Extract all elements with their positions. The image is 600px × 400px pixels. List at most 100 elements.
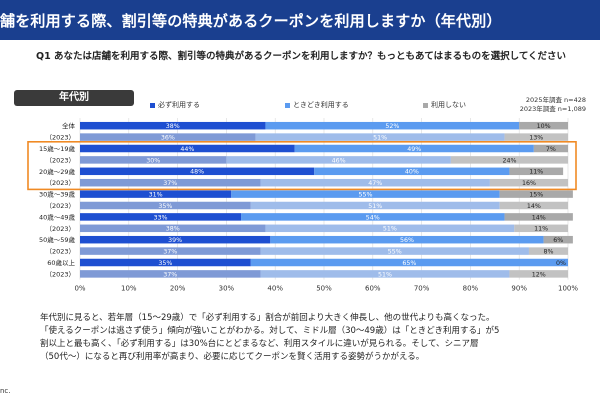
bar-segment <box>509 167 564 176</box>
bar-segment <box>260 247 529 255</box>
category-label: （2023） <box>45 225 75 233</box>
bar-segment <box>499 201 568 210</box>
category-label: 60歳以上 <box>47 258 75 267</box>
bar-segment <box>250 258 569 267</box>
bar-segment <box>241 213 505 221</box>
data-label: 56% <box>400 237 414 244</box>
data-label: 35% <box>158 203 172 210</box>
data-label: 10% <box>537 123 551 130</box>
category-label: 40歳～49歳 <box>39 212 76 221</box>
bar-segment <box>504 213 573 221</box>
bar-segment <box>80 224 266 233</box>
category-label: （2023） <box>45 202 75 210</box>
data-label: 40% <box>405 169 419 176</box>
x-tick-label: 90% <box>511 285 527 293</box>
header-bar: 舗を利用する際、割引等の特典があるクーポンを利用しますか（年代別） <box>0 0 600 40</box>
bar-segment <box>504 133 568 141</box>
legend-item-always: 必ず利用する <box>150 100 200 110</box>
bar-segment <box>80 133 256 141</box>
data-label: 55% <box>388 249 402 256</box>
bar-segment <box>80 144 295 153</box>
bar-segment <box>489 178 568 187</box>
data-label: 51% <box>368 203 382 210</box>
legend-swatch-always <box>150 102 155 108</box>
bar-segment <box>514 224 568 233</box>
bar-segment <box>294 144 534 153</box>
data-label: 24% <box>502 157 516 164</box>
x-tick-label: 10% <box>121 285 137 293</box>
bar-segment <box>528 247 568 255</box>
sample-size-2025: 2025年調査 n=428 <box>525 96 586 104</box>
category-label: （2023） <box>45 134 75 142</box>
summary-line-1: 年代別に見ると、若年層（15～29歳）で「必ず利用する」割合が前回より大きく伸長… <box>40 313 495 323</box>
bar-segment <box>265 121 520 130</box>
bar-segment <box>80 167 315 176</box>
bar-segment <box>260 270 510 278</box>
category-label: （2023） <box>45 248 75 256</box>
data-label: 44% <box>180 146 194 153</box>
x-tick-label: 80% <box>463 285 479 293</box>
data-label: 65% <box>402 260 416 267</box>
category-label: 20歳～29歳 <box>39 167 76 176</box>
stacked-bar-chart: 0% 10% 20% 30% 40% 50% 60% 70% 80% 90% 100% 全体 38% 52… <box>27 118 578 293</box>
data-label: 49% <box>407 146 421 153</box>
question-text: Q1 あなたは店舗を利用する際、割引等の特典があるクーポンを利用しますか？もっと… <box>36 51 567 62</box>
highlight-box <box>27 141 577 191</box>
bar-segment <box>499 190 573 198</box>
category-label: 全体 <box>62 121 76 130</box>
category-label: 30歳～39歳 <box>39 190 76 199</box>
legend-swatch-never <box>423 102 428 108</box>
data-label: 36% <box>161 135 175 142</box>
bar-segment <box>314 167 510 176</box>
data-label: 0% <box>556 260 566 267</box>
bar-segment <box>543 235 573 244</box>
bar-segment <box>226 156 451 164</box>
bar-segment <box>80 258 251 267</box>
x-tick-label: 60% <box>365 285 381 293</box>
category-label: （2023） <box>45 156 75 164</box>
bar-segment <box>80 235 271 244</box>
data-label: 39% <box>168 237 182 244</box>
bar-segment <box>250 201 500 210</box>
bar-segment <box>270 235 544 244</box>
bar-segment <box>80 156 227 164</box>
category-label: 50歳～59歳 <box>39 235 76 244</box>
data-label: 14% <box>532 214 546 221</box>
data-label: 47% <box>368 180 382 187</box>
data-label: 55% <box>358 192 372 199</box>
data-label: 51% <box>373 135 387 142</box>
data-label: 11% <box>529 169 543 176</box>
data-label: 51% <box>383 226 397 233</box>
bar-segment <box>80 201 251 210</box>
x-tick-label: 50% <box>316 285 332 293</box>
data-label: 48% <box>190 169 204 176</box>
bar-segment <box>533 144 568 153</box>
legend-item-never: 利用しない <box>423 100 466 110</box>
x-tick-label: 0% <box>74 285 85 293</box>
footer-text: nc. <box>0 387 11 395</box>
data-label: 8% <box>543 249 553 256</box>
bar-segment <box>80 270 261 278</box>
data-label: 13% <box>529 135 543 142</box>
data-label: 54% <box>366 214 380 221</box>
legend-label-never: 利用しない <box>431 101 466 109</box>
summary-line-3: 割以上と最も高く、「必ず利用する」は30%台にとどまるなど、利用スタイルに違いが… <box>40 339 479 349</box>
page-title: 舗を利用する際、割引等の特典があるクーポンを利用しますか（年代別） <box>0 12 502 30</box>
sample-size-2023: 2023年調査 n=1,089 <box>519 105 586 113</box>
bar-segment <box>260 178 490 187</box>
data-label: 11% <box>534 226 548 233</box>
data-label: 52% <box>385 123 399 130</box>
bar-segment <box>80 121 266 130</box>
bar-segment <box>80 247 261 255</box>
data-label: 38% <box>166 226 180 233</box>
data-label: 14% <box>527 203 541 210</box>
category-label: （2023） <box>45 179 75 187</box>
legend-swatch-sometimes <box>285 102 290 108</box>
data-label: 15% <box>529 192 543 199</box>
bar-segment <box>509 270 568 278</box>
x-tick-label: 30% <box>219 285 235 293</box>
x-tick-label: 40% <box>267 285 283 293</box>
data-label: 6% <box>553 237 563 244</box>
data-label: 31% <box>149 192 163 199</box>
category-label: 15歳～19歳 <box>39 144 76 153</box>
